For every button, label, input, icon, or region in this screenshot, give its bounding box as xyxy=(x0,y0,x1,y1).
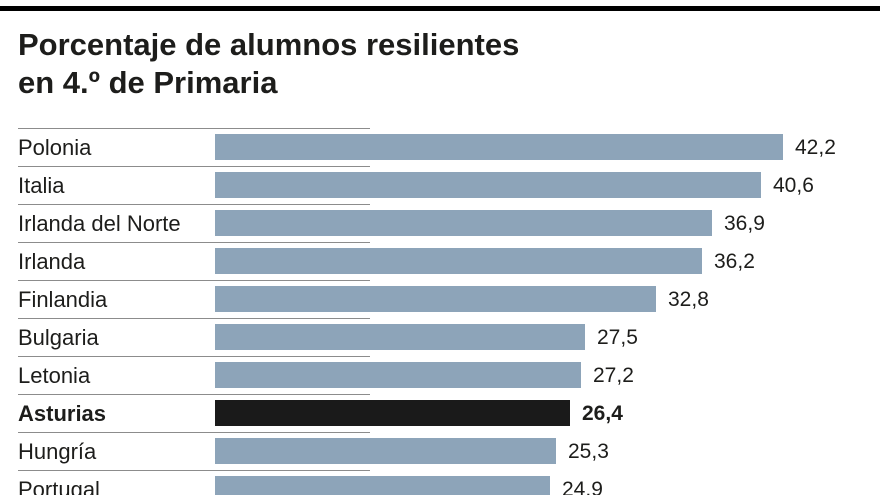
value-label: 32,8 xyxy=(668,288,709,311)
bar xyxy=(215,324,585,350)
value-label: 42,2 xyxy=(795,136,836,159)
bar-row: Irlanda 36,2 xyxy=(0,242,880,280)
value-label: 36,9 xyxy=(724,212,765,235)
category-label: Letonia xyxy=(18,363,91,388)
value-label: 26,4 xyxy=(582,402,623,425)
bar xyxy=(215,248,702,274)
category-label: Hungría xyxy=(18,439,97,464)
value-label: 40,6 xyxy=(773,174,814,197)
bar xyxy=(215,172,761,198)
chart-title: Porcentaje de alumnos resilientes en 4.º… xyxy=(18,26,519,102)
value-label: 24,9 xyxy=(562,478,603,495)
bar xyxy=(215,286,656,312)
bar xyxy=(215,438,556,464)
bar xyxy=(215,400,570,426)
category-label: Portugal xyxy=(18,477,100,495)
bar-row: Finlandia 32,8 xyxy=(0,280,880,318)
category-label: Italia xyxy=(18,173,65,198)
category-label: Bulgaria xyxy=(18,325,99,350)
row-separator-line xyxy=(18,128,370,129)
row-separator-line xyxy=(18,356,370,357)
bar-row: Asturias 26,4 xyxy=(0,394,880,432)
category-label: Irlanda xyxy=(18,249,86,274)
bar xyxy=(215,476,550,495)
bar xyxy=(215,134,783,160)
bar-row: Italia 40,6 xyxy=(0,166,880,204)
bar-row: Hungría 25,3 xyxy=(0,432,880,470)
row-separator-line xyxy=(18,166,370,167)
value-label: 25,3 xyxy=(568,440,609,463)
category-label: Irlanda del Norte xyxy=(18,211,181,236)
bar-rows: Polonia 42,2 Italia 40,6 Irlanda del Nor… xyxy=(0,128,880,495)
bar xyxy=(215,362,581,388)
bar-row: Polonia 42,2 xyxy=(0,128,880,166)
top-rule xyxy=(0,6,880,11)
value-label: 27,2 xyxy=(593,364,634,387)
category-label: Polonia xyxy=(18,135,92,160)
chart-title-line1: Porcentaje de alumnos resilientes xyxy=(18,27,520,62)
value-label: 27,5 xyxy=(597,326,638,349)
bar-row: Letonia 27,2 xyxy=(0,356,880,394)
value-label: 36,2 xyxy=(714,250,755,273)
bar-row: Portugal 24,9 xyxy=(0,470,880,495)
row-separator-line xyxy=(18,394,370,395)
row-separator-line xyxy=(18,242,370,243)
chart-title-line2: en 4.º de Primaria xyxy=(18,65,278,100)
bar xyxy=(215,210,712,236)
row-separator-line xyxy=(18,318,370,319)
bar-row: Bulgaria 27,5 xyxy=(0,318,880,356)
row-separator-line xyxy=(18,204,370,205)
bar-row: Irlanda del Norte 36,9 xyxy=(0,204,880,242)
row-separator-line xyxy=(18,470,370,471)
category-label: Finlandia xyxy=(18,287,108,312)
row-separator-line xyxy=(18,280,370,281)
category-label: Asturias xyxy=(18,401,107,426)
row-separator-line xyxy=(18,432,370,433)
